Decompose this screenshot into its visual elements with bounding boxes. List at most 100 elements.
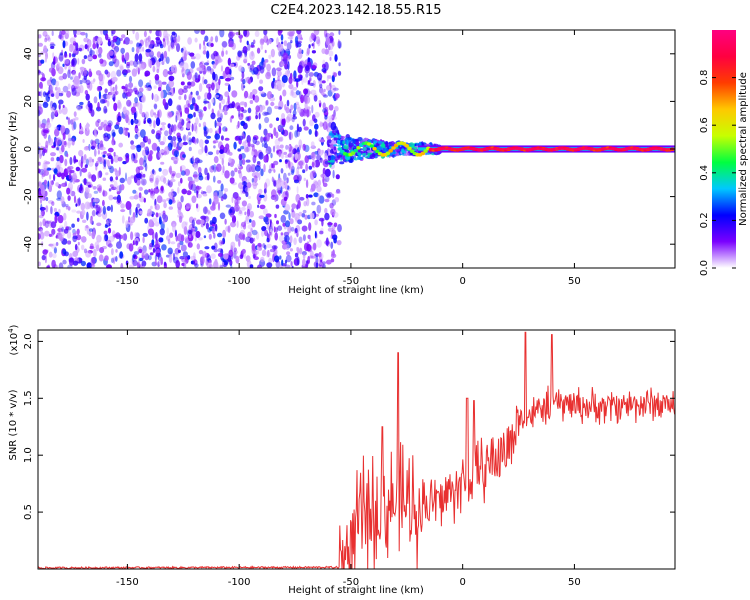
noise-cell [102, 189, 105, 197]
transition-cell [342, 140, 346, 145]
noise-cell [75, 42, 79, 51]
noise-cell [38, 161, 41, 166]
noise-cell [181, 119, 185, 126]
noise-cell [138, 79, 144, 88]
noise-cell [160, 186, 164, 191]
noise-cell [183, 260, 187, 268]
noise-cell [249, 264, 254, 268]
noise-cell [91, 140, 97, 149]
noise-cell [102, 190, 108, 197]
noise-cell [49, 174, 52, 180]
noise-cell [128, 60, 135, 66]
noise-cell [201, 189, 203, 195]
noise-cell [283, 172, 287, 182]
transition-cell [355, 152, 358, 156]
noise-cell [50, 42, 55, 46]
noise-cell [217, 110, 220, 117]
noise-cell [310, 151, 316, 161]
noise-cell [256, 47, 261, 54]
noise-cell [285, 159, 289, 163]
noise-cell [94, 133, 98, 138]
noise-cell [265, 213, 272, 218]
noise-cell [222, 108, 225, 113]
figure-title: C2E4.2023.142.18.55.R15 [270, 3, 441, 18]
noise-cell [292, 148, 298, 155]
noise-cell [288, 146, 295, 155]
noise-cell [163, 214, 168, 223]
noise-cell [334, 56, 338, 61]
noise-cell [132, 253, 136, 259]
noise-cell [75, 234, 82, 241]
noise-cell [121, 85, 126, 90]
noise-cell [249, 210, 254, 218]
transition-cell [333, 137, 336, 141]
noise-cell [332, 211, 339, 218]
noise-cell [285, 254, 292, 263]
noise-cell [72, 177, 76, 184]
noise-cell [244, 186, 250, 193]
noise-cell [212, 139, 219, 144]
noise-cell [311, 171, 316, 177]
noise-cell [38, 119, 41, 128]
noise-cell [296, 80, 299, 88]
noise-cell [303, 177, 306, 182]
noise-cell [122, 233, 128, 241]
noise-cell [162, 38, 166, 42]
noise-cell [86, 211, 89, 221]
y-tick-label: 0.5 [23, 504, 34, 520]
noise-cell [44, 34, 50, 41]
noise-cell [187, 242, 193, 248]
noise-cell [156, 51, 161, 58]
noise-cell [98, 90, 101, 100]
noise-cell [182, 88, 188, 94]
noise-cell [314, 230, 317, 239]
noise-cell [89, 183, 93, 188]
noise-cell [242, 122, 248, 130]
noise-cell [112, 196, 119, 200]
noise-cell [224, 218, 227, 225]
noise-cell [46, 79, 52, 84]
noise-cell [143, 155, 147, 163]
noise-cell [68, 172, 72, 180]
noise-cell [58, 99, 64, 105]
noise-cell [262, 243, 266, 249]
noise-cell [242, 109, 247, 114]
noise-cell [63, 140, 67, 148]
noise-cell [95, 120, 100, 127]
noise-cell [193, 252, 196, 260]
noise-cell [288, 212, 291, 221]
noise-cell [209, 165, 215, 173]
noise-cell [73, 195, 77, 204]
noise-cell [281, 41, 284, 45]
noise-cell [288, 131, 294, 140]
noise-cell [77, 241, 80, 246]
noise-cell [110, 40, 115, 48]
noise-cell [79, 122, 82, 130]
noise-cell [58, 103, 61, 110]
noise-cell [43, 148, 47, 153]
noise-cell [80, 260, 86, 267]
signal-cell [337, 147, 342, 151]
noise-cell [168, 79, 175, 88]
noise-cell [151, 129, 156, 135]
noise-cell [167, 45, 171, 52]
noise-cell [191, 219, 195, 229]
noise-cell [153, 103, 158, 110]
noise-cell [80, 202, 86, 211]
noise-cell [112, 93, 116, 102]
noise-cell [296, 247, 299, 252]
noise-cell [247, 107, 252, 114]
noise-cell [45, 140, 49, 149]
noise-cell [99, 99, 106, 104]
noise-cell [198, 111, 204, 118]
noise-cell [263, 143, 268, 149]
noise-cell [183, 134, 187, 142]
transition-cell [340, 135, 345, 139]
noise-cell [70, 64, 76, 68]
noise-cell [81, 244, 85, 251]
noise-cell [134, 133, 139, 140]
noise-cell [323, 30, 328, 38]
noise-cell [302, 234, 306, 242]
noise-cell [247, 43, 251, 51]
noise-cell [163, 202, 167, 209]
